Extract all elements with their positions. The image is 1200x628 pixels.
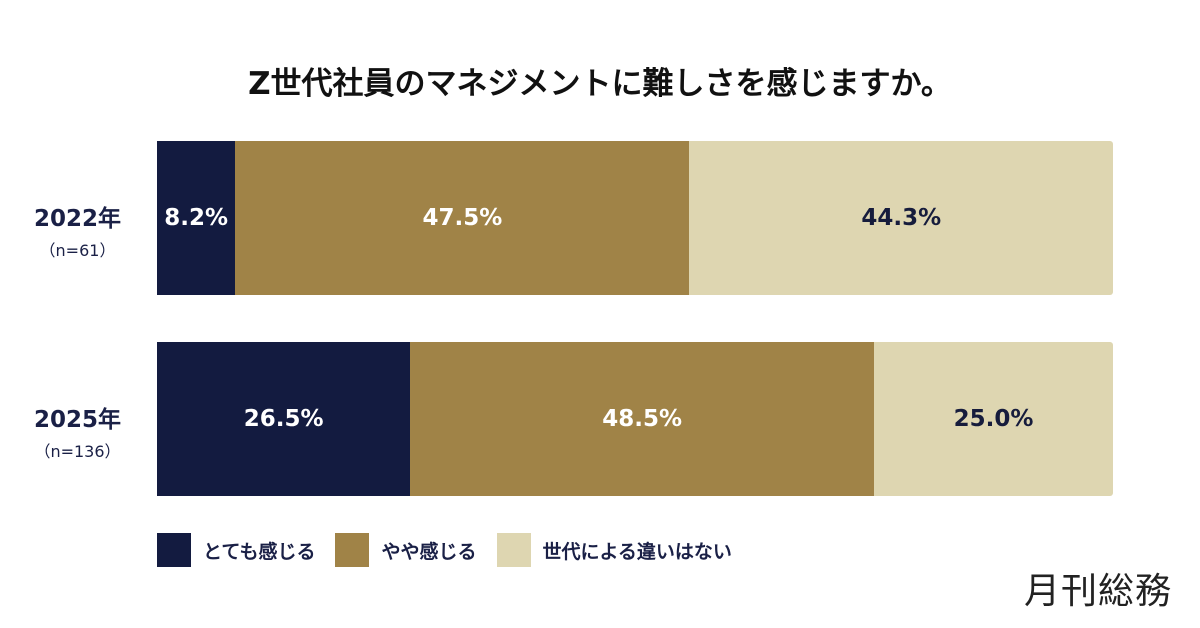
legend-swatch bbox=[157, 533, 191, 567]
chart-title: Z世代社員のマネジメントに難しさを感じますか。 bbox=[248, 66, 952, 102]
bar-segment: 44.3% bbox=[689, 141, 1113, 295]
legend: とても感じる やや感じる 世代による違いはない bbox=[157, 533, 752, 567]
bar-segment: 47.5% bbox=[235, 141, 690, 295]
bar-segment: 26.5% bbox=[157, 342, 411, 496]
bar-segment: 48.5% bbox=[410, 342, 874, 496]
bar-segment: 25.0% bbox=[873, 342, 1113, 496]
data-label: 25.0% bbox=[953, 406, 1034, 432]
legend-label: やや感じる bbox=[381, 540, 477, 563]
bar-row: 26.5% 48.5% 25.0% bbox=[157, 342, 1113, 496]
legend-item: やや感じる bbox=[335, 533, 477, 567]
category-year: 2022年 bbox=[33, 206, 121, 232]
legend-label: 世代による違いはない bbox=[542, 540, 732, 563]
legend-swatch bbox=[496, 533, 531, 567]
legend-item: とても感じる bbox=[157, 533, 315, 567]
data-label: 47.5% bbox=[422, 205, 503, 231]
brand-logo: 月刊総務 bbox=[1023, 571, 1172, 612]
bar-segment: 8.2% bbox=[157, 141, 236, 295]
category-label: 2022年 （n=61） bbox=[0, 199, 155, 261]
data-label: 44.3% bbox=[861, 205, 942, 231]
data-label: 26.5% bbox=[243, 406, 324, 432]
category-sample-size: （n=61） bbox=[39, 241, 116, 260]
category-sample-size: （n=136） bbox=[34, 442, 121, 461]
legend-label: とても感じる bbox=[203, 540, 316, 563]
bar-row: 8.2% 47.5% 44.3% bbox=[157, 141, 1113, 295]
legend-item: 世代による違いはない bbox=[496, 533, 732, 567]
category-label: 2025年 （n=136） bbox=[0, 400, 155, 462]
data-label: 8.2% bbox=[164, 205, 229, 231]
category-year: 2025年 bbox=[33, 407, 121, 433]
legend-swatch bbox=[335, 533, 370, 567]
data-label: 48.5% bbox=[602, 406, 683, 432]
